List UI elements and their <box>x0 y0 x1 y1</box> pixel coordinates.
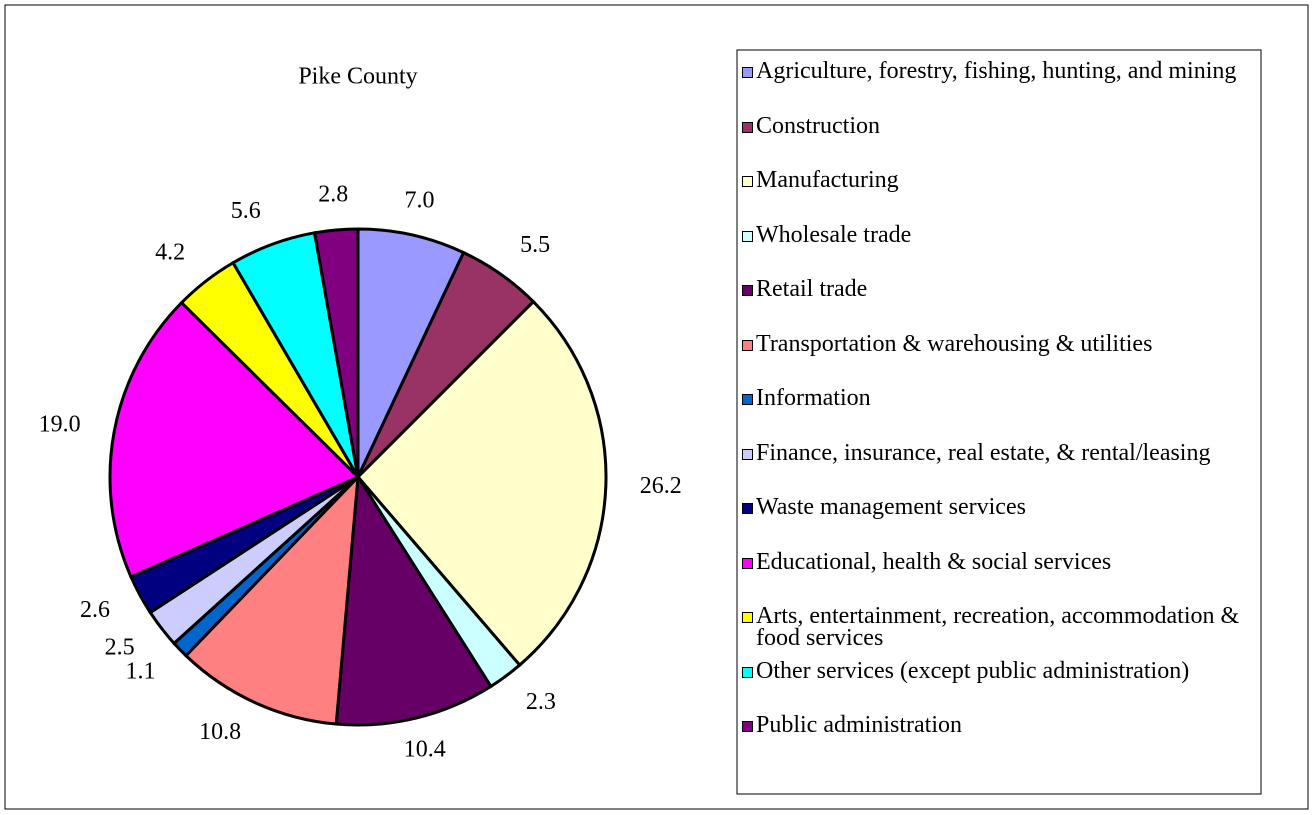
data-label: 1.1 <box>125 659 155 685</box>
legend-label: Educational, health & social services <box>756 548 1112 575</box>
data-label: 2.5 <box>105 635 135 661</box>
legend-swatch <box>742 557 753 569</box>
legend-label: Wholesale trade <box>756 221 912 248</box>
legend-swatch <box>742 448 753 460</box>
pie-slice <box>108 300 361 579</box>
legend-entry: Agriculture, forestry, fishing, hunting,… <box>742 58 1257 84</box>
legend-entry: Arts, entertainment, recreation, accommo… <box>742 603 1257 651</box>
data-label: 2.6 <box>80 597 110 623</box>
legend-swatch <box>742 666 753 678</box>
chart-title: Pike County <box>298 64 417 90</box>
pie-slice <box>355 299 608 668</box>
data-label: 10.4 <box>404 737 446 763</box>
pie-slice <box>356 227 466 478</box>
legend-entry: Finance, insurance, real estate, & renta… <box>742 439 1257 466</box>
legend-swatch <box>742 230 753 242</box>
legend-label: Manufacturing <box>756 167 899 193</box>
pie-slice <box>183 472 360 726</box>
legend-label: Agriculture, forestry, fishing, hunting,… <box>756 58 1237 84</box>
legend-swatch <box>742 339 753 351</box>
legend-swatch <box>742 176 753 187</box>
data-label: 5.5 <box>520 232 550 258</box>
legend-label: Construction <box>756 112 880 139</box>
legend-label: Information <box>756 385 871 411</box>
legend-entry: Manufacturing <box>742 167 1257 193</box>
legend-entry: Waste management services <box>742 494 1257 520</box>
pie-slice <box>334 472 493 727</box>
legend-entry: Retail trade <box>742 276 1257 302</box>
legend-entry: Educational, health & social services <box>742 548 1257 575</box>
legend-label: Finance, insurance, real estate, & renta… <box>756 439 1211 466</box>
legend-entry: Wholesale trade <box>742 221 1257 248</box>
legend-swatch <box>742 121 753 133</box>
data-label: 10.8 <box>199 719 241 745</box>
legend-swatch <box>742 285 753 296</box>
legend-label: Retail trade <box>756 276 868 302</box>
data-label: 2.3 <box>526 689 556 715</box>
legend-label: Waste management services <box>756 494 1026 520</box>
legend-swatch <box>742 503 753 514</box>
legend-label: Other services (except public administra… <box>756 657 1190 684</box>
data-label: 19.0 <box>39 411 81 437</box>
data-label: 2.8 <box>318 182 348 208</box>
pie-slice <box>312 227 360 478</box>
legend-swatch <box>742 67 753 78</box>
legend-box <box>736 49 1262 795</box>
legend-entry: Transportation & warehousing & utilities <box>742 330 1257 357</box>
data-label: 26.2 <box>640 473 682 499</box>
data-label: 7.0 <box>405 187 435 213</box>
legend-swatch <box>742 721 753 732</box>
legend-entry: Other services (except public administra… <box>742 657 1257 684</box>
legend-label: Arts, entertainment, recreation, accommo… <box>756 603 1240 651</box>
legend-label: Public administration <box>756 712 962 738</box>
data-label: 4.2 <box>155 240 185 266</box>
legend-swatch <box>742 394 753 405</box>
legend-entry: Public administration <box>742 712 1257 738</box>
data-label: 5.6 <box>231 198 261 224</box>
legend-swatch <box>742 612 753 623</box>
legend-entry: Information <box>742 385 1257 411</box>
legend-entry: Construction <box>742 112 1257 139</box>
legend-label: Transportation & warehousing & utilities <box>756 330 1153 357</box>
